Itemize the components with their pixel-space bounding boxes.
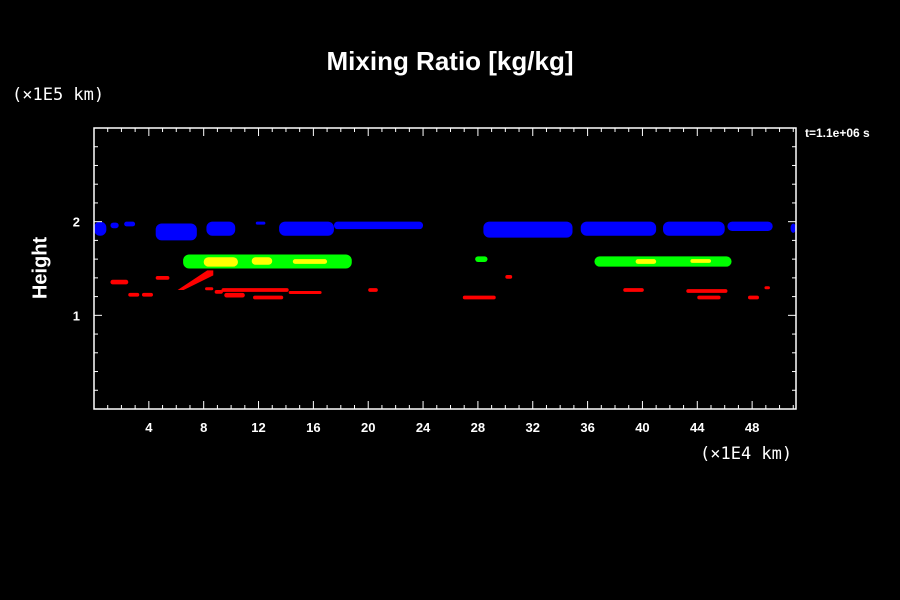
contour-region-red	[214, 290, 223, 294]
contour-region-blue	[727, 221, 773, 232]
contour-region-red	[764, 286, 770, 290]
x-tick-label: 24	[416, 420, 431, 435]
x-tick-label: 16	[306, 420, 320, 435]
y-axis-unit: (×1E5 km)	[12, 85, 105, 105]
x-tick-label: 20	[361, 420, 375, 435]
contour-region-blue	[124, 221, 136, 227]
y-tick-label: 1	[73, 308, 80, 323]
contour-region-yellow	[635, 259, 657, 264]
x-tick-label: 48	[745, 420, 759, 435]
chart-title: Mixing Ratio [kg/kg]	[326, 46, 574, 76]
contour-region-blue	[790, 223, 796, 233]
contour-region-blue	[279, 221, 334, 236]
contour-region-blue	[206, 221, 236, 236]
x-tick-label: 36	[580, 420, 594, 435]
x-tick-label: 8	[200, 420, 207, 435]
time-label: t=1.1e+06 s	[805, 126, 870, 140]
contour-region-blue	[663, 221, 725, 236]
plot-frame	[93, 127, 797, 410]
contour-region-yellow	[251, 257, 273, 265]
contour-region-yellow	[292, 259, 328, 264]
x-tick-label: 40	[635, 420, 649, 435]
contour-region-red	[221, 288, 289, 292]
x-tick-label: 44	[690, 420, 705, 435]
contour-region-red	[288, 290, 322, 294]
contour-region-yellow	[203, 257, 238, 267]
contour-region-red	[205, 287, 214, 291]
x-tick-label: 32	[526, 420, 540, 435]
contour-region-red	[623, 288, 644, 292]
contour-region-blue	[94, 221, 107, 236]
x-tick-label: 28	[471, 420, 485, 435]
contour-region-green	[594, 256, 732, 267]
y-tick-label: 2	[73, 215, 80, 230]
contour-region-red	[697, 295, 721, 300]
x-tick-label: 4	[145, 420, 153, 435]
contour-region-red	[748, 295, 759, 300]
contour-region-red	[128, 292, 140, 297]
contour-region-red	[368, 288, 378, 292]
x-tick-label: 12	[251, 420, 265, 435]
contour-region-yellow	[690, 259, 711, 263]
contour-region-red	[462, 295, 496, 300]
contour-region-red	[253, 295, 284, 300]
contour-region-blue	[580, 221, 657, 236]
contour-region-red	[155, 275, 170, 280]
contour-region-red	[224, 292, 245, 298]
contour-region-red	[177, 270, 214, 291]
contour-region-blue	[155, 223, 197, 241]
contour-region-green	[475, 256, 488, 262]
x-axis-unit: (×1E4 km)	[700, 444, 793, 464]
contour-region-red	[110, 279, 129, 285]
contour-region-red	[686, 289, 728, 293]
contour-region-blue	[483, 221, 573, 238]
contour-regions	[94, 221, 796, 300]
contour-region-blue	[110, 222, 119, 229]
contour-region-red	[505, 275, 513, 279]
contour-region-red	[141, 292, 153, 297]
contour-region-blue	[333, 221, 424, 230]
contour-region-blue	[255, 221, 266, 225]
